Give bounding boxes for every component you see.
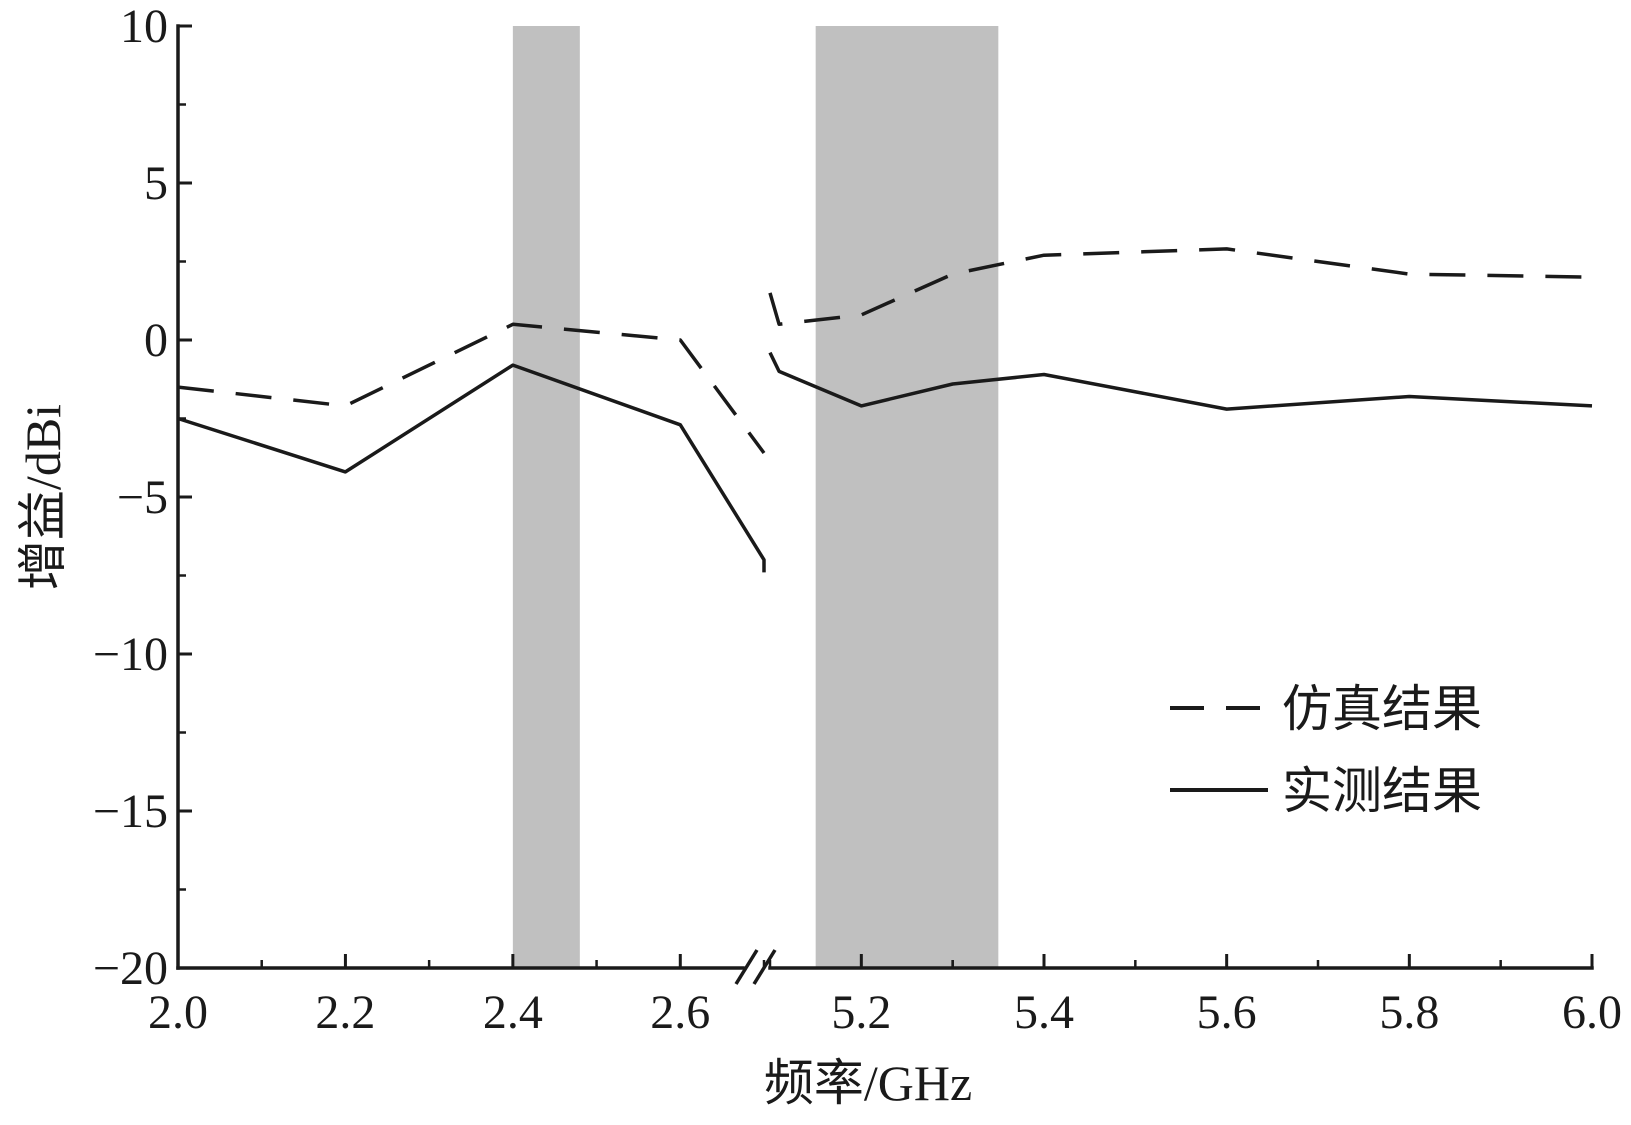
axis-break-mark-1 (734, 949, 759, 985)
shaded-band-2 (815, 26, 999, 968)
legend-label-simulated: 仿真结果 (1282, 681, 1482, 737)
series-2-line-segment-2 (768, 351, 1593, 411)
x-tick-label: 5.8 (1379, 986, 1439, 1039)
y-tick-label: 5 (144, 157, 168, 210)
series-2-line-segment-1 (177, 363, 766, 573)
x-tick-label: 5.6 (1197, 986, 1257, 1039)
axes (176, 24, 1594, 985)
series-1-line-segment-1 (177, 322, 766, 455)
tick-labels: 10 5 0 −5 −10 −15 −202.0 2.2 2.4 2.6 5.2 5.4 5.6 5.8 6… (93, 0, 1622, 1039)
x-tick-label: 2.4 (483, 986, 543, 1039)
x-tick-label: 5.2 (831, 986, 891, 1039)
y-tick-label: −20 (93, 942, 168, 995)
y-axis-title: 增益/dBi (15, 404, 71, 590)
x-tick-label: 2.6 (650, 986, 710, 1039)
x-tick-label: 2.0 (148, 986, 208, 1039)
x-tick-label: 6.0 (1562, 986, 1622, 1039)
y-tick-label: −10 (93, 628, 168, 681)
y-tick-label: 10 (120, 0, 168, 53)
x-tick-label: 5.4 (1014, 986, 1074, 1039)
y-tick-label: 0 (144, 314, 168, 367)
y-tick-label: −5 (117, 471, 168, 524)
series-1-line-segment-2 (768, 247, 1593, 327)
shaded-bands (512, 26, 999, 968)
series-lines (177, 247, 1593, 573)
legend: 仿真结果 实测结果 (1170, 681, 1482, 819)
x-axis-title: 频率/GHz (764, 1055, 972, 1111)
legend-label-measured: 实测结果 (1282, 763, 1482, 819)
x-tick-label: 2.2 (315, 986, 375, 1039)
shaded-band-1 (512, 26, 580, 968)
y-tick-label: −15 (93, 785, 168, 838)
